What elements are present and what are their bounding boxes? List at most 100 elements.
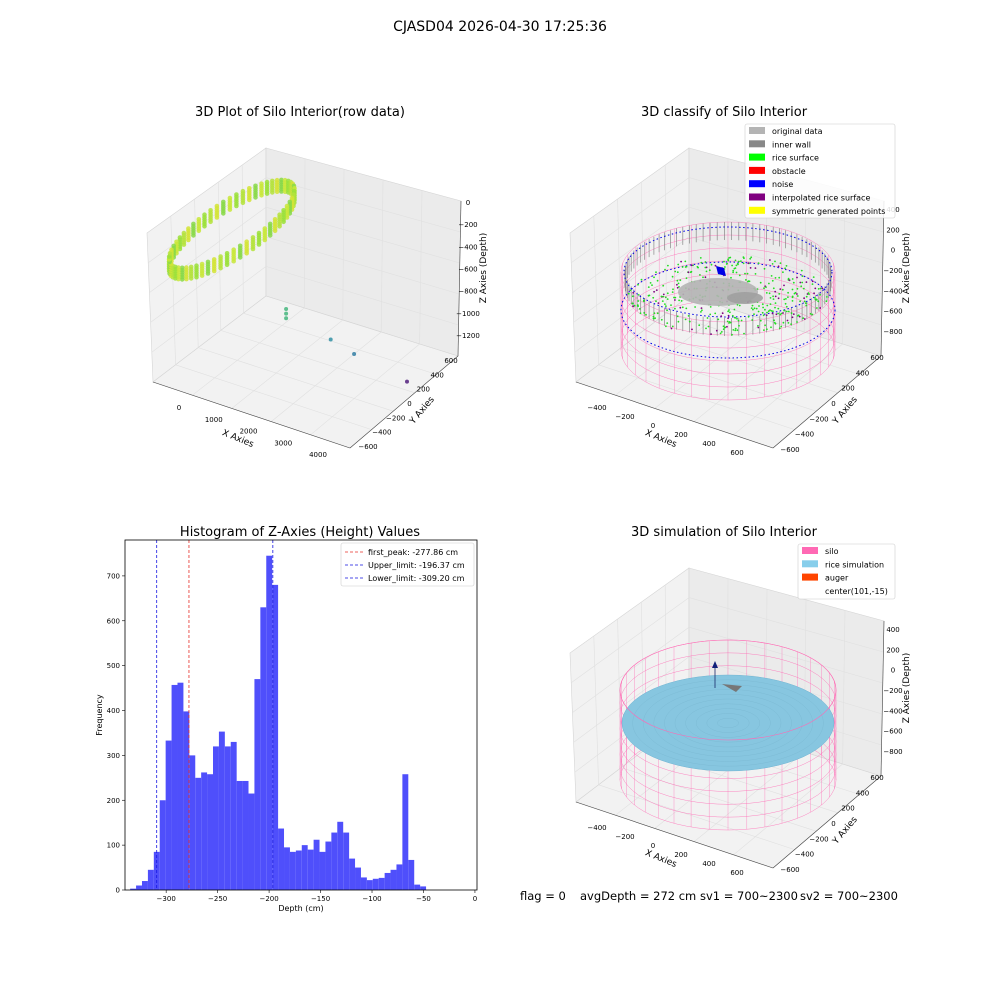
rice-surface-point [815,298,818,301]
rice-surface-point [684,318,687,321]
rice-surface-point [763,267,766,270]
grid-line [265,266,459,326]
rice-simulation-surface [621,674,835,772]
rice-surface-point [687,315,690,317]
rice-surface-point [704,261,707,263]
histogram-bar [349,858,356,890]
interpolated-point [783,284,785,287]
grid-line [621,347,817,412]
tick-label: 600 [870,354,883,362]
ring-point [221,199,226,205]
rice-surface-point [662,284,665,287]
rice-surface-point [738,260,740,263]
flag-text: flag = 0 [520,889,566,903]
ring-point [179,265,185,271]
rice-surface-point [740,319,743,322]
rice-surface-point [653,312,656,315]
rice-surface-point [777,312,779,315]
z-axis-line [880,200,885,357]
x-axis-line [575,381,774,449]
rice-surface-point [826,296,828,298]
tick-label: 2000 [240,428,258,436]
rice-surface-point [752,308,754,311]
classify-plot-x-label: X Axies [643,428,678,450]
rice-surface-point [770,326,772,329]
rice-surface-point [696,265,699,268]
rice-surface-point [773,319,775,322]
rice-surface-point [791,278,794,280]
rice-surface-point [708,269,711,272]
rice-surface-point [681,266,684,268]
grid-line [688,266,882,326]
rice-surface-point [685,307,688,310]
classify-plot-legend: original data inner wall rice surface obsta… [744,123,896,219]
interpolated-point [662,293,665,296]
rice-surface-point [701,309,703,312]
simulation-plot-z-ticks: 400 200 0 −200 −400 −600 −800 [883,626,902,756]
legend-label: interpolated rice surface [772,194,870,203]
histogram-bar [230,741,237,890]
rice-surface-point [805,304,808,307]
simulation-plot-x-label: X Axies [643,848,678,870]
rice-surface-point [779,262,782,264]
rice-surface-point [796,314,799,317]
outlier-point [284,307,289,311]
grid-line [231,319,343,409]
rice-surface-point [673,296,675,299]
grid-line [615,307,728,396]
rice-surface-point [724,266,726,268]
interpolated-point [653,290,655,293]
legend-swatch [802,560,818,568]
tick-label: 1000 [205,416,223,424]
rice-surface-point [749,257,752,260]
rice-surface-point [671,325,674,328]
grid-line [688,626,883,684]
auger-arrow [712,661,718,668]
rice-surface-point [638,308,641,310]
rice-surface-point [791,295,794,298]
interpolated-point [700,307,703,309]
legend-label: auger [825,574,849,583]
tick-label: −600 [780,866,799,874]
rice-surface-point [662,295,665,298]
interpolated-point [803,318,806,320]
histogram-bar [284,847,290,890]
interpolated-point [727,317,729,320]
tick-label: 0 [466,199,470,207]
tick-label: 200 [674,851,687,859]
histogram-bar [289,851,296,890]
rice-surface-point [660,318,663,321]
legend-swatch [749,206,765,214]
outlier-point [284,316,289,321]
rice-surface-point [787,291,789,294]
rice-surface-point [717,318,720,321]
rice-surface-point [653,276,655,279]
rice-surface-point [731,333,733,336]
rice-surface-point [639,312,642,315]
rice-surface-point [699,274,701,276]
histogram-bar [260,607,267,890]
legend-frame [340,542,475,587]
rice-surface-point [736,317,738,320]
rice-surface-point [636,304,639,307]
tick-label: 4000 [309,451,327,459]
tick-label: −400 [372,429,391,437]
rice-surface-point [651,284,653,286]
interpolated-point [715,329,718,332]
rice-surface-point [734,316,737,319]
rice-surface-point [732,329,735,331]
rice-surface-point [674,270,677,273]
x-tick-label: −300 [157,895,176,903]
tick-label: 200 [841,805,854,813]
rice-surface-point [709,306,712,308]
noise-rim [620,261,836,359]
grid-line [842,610,846,765]
tick-label: −800 [883,748,902,756]
rice-surface-point [709,313,712,316]
interpolated-point [657,302,660,304]
x-tick-label: −250 [208,895,227,903]
grid-line [220,330,415,394]
rice-surface-point [637,300,640,302]
grid-line [688,597,884,653]
ring-point [171,243,176,249]
